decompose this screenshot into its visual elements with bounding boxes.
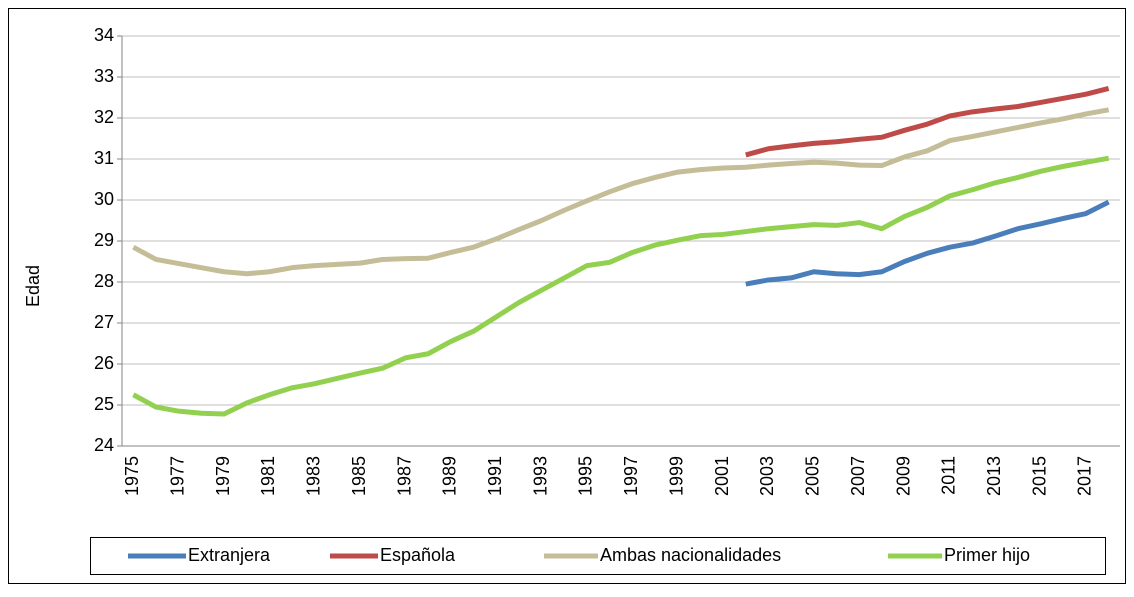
legend-label: Ambas nacionalidades	[600, 545, 781, 565]
y-tick-label: 34	[94, 25, 114, 45]
series-line	[745, 86, 1110, 158]
y-tick-label: 29	[94, 230, 114, 250]
legend-label: Extranjera	[188, 545, 271, 565]
chart-border	[8, 8, 1126, 584]
y-tick-label: 28	[94, 271, 114, 291]
x-tick-label: 1997	[621, 456, 641, 496]
series-line	[132, 107, 1110, 277]
x-tick-label: 2003	[757, 456, 777, 496]
y-tick-label: 27	[94, 312, 114, 332]
x-tick-label: 1983	[304, 456, 324, 496]
legend-label: Primer hijo	[944, 545, 1030, 565]
x-tick-label: 2009	[893, 456, 913, 496]
x-tick-label: 1977	[167, 456, 187, 496]
y-tick-label: 31	[94, 148, 114, 168]
x-tick-label: 1991	[485, 456, 505, 496]
y-tick-label: 33	[94, 66, 114, 86]
y-tick-label: 24	[94, 435, 114, 455]
y-tick-label: 30	[94, 189, 114, 209]
x-tick-label: 1999	[666, 456, 686, 496]
series-line	[745, 199, 1110, 287]
x-tick-label: 1987	[394, 456, 414, 496]
x-tick-label: 1985	[349, 456, 369, 496]
y-tick-label: 32	[94, 107, 114, 127]
y-axis-label: Edad	[23, 265, 43, 307]
y-tick-label: 26	[94, 353, 114, 373]
x-tick-label: 1993	[530, 456, 550, 496]
legend-label: Española	[380, 545, 456, 565]
y-tick-label: 25	[94, 394, 114, 414]
x-tick-label: 1975	[122, 456, 142, 496]
x-tick-label: 2001	[712, 456, 732, 496]
x-tick-label: 2011	[939, 456, 959, 495]
x-tick-label: 2015	[1029, 456, 1049, 496]
x-tick-label: 1981	[258, 456, 278, 496]
x-tick-label: 1995	[576, 456, 596, 496]
x-tick-label: 2017	[1075, 456, 1095, 496]
x-tick-label: 2007	[848, 456, 868, 496]
x-tick-label: 1979	[213, 456, 233, 496]
x-tick-label: 1989	[440, 456, 460, 496]
x-tick-label: 2005	[803, 456, 823, 496]
x-tick-label: 2013	[984, 456, 1004, 496]
series-line	[132, 155, 1110, 417]
